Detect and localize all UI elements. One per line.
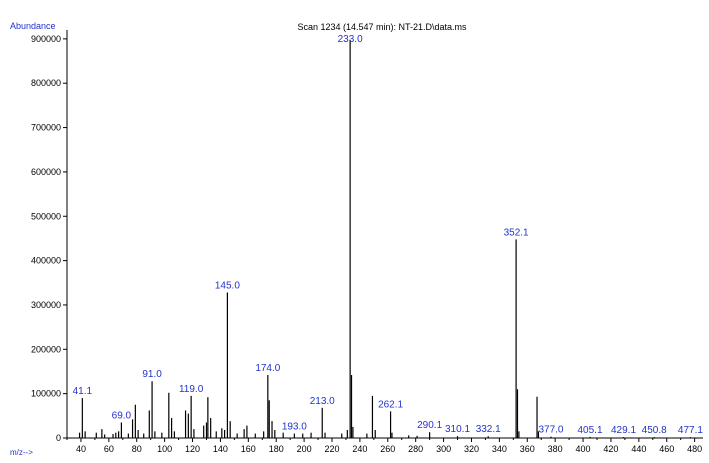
y-ticks: 0 100000 200000 300000 400000 500000 600000 700…: [31, 34, 67, 443]
y-tick-label: 900000: [31, 34, 61, 44]
peak-annotation: 41.1: [73, 386, 93, 397]
x-tick-label: 140: [213, 444, 228, 454]
x-tick-label: 200: [297, 444, 312, 454]
peak-annotation: 193.0: [282, 422, 307, 433]
x-tick-label: 60: [104, 444, 114, 454]
x-tick-label: 320: [464, 444, 479, 454]
peak-annotation: 213.0: [310, 396, 335, 407]
y-tick-label: 100000: [31, 389, 61, 399]
x-tick-label: 340: [492, 444, 507, 454]
peak-annotation: 290.1: [417, 420, 442, 431]
x-tick-label: 160: [241, 444, 256, 454]
peak-annotation: 332.1: [476, 424, 501, 435]
peak-annotation: 377.0: [538, 425, 563, 436]
x-tick-label: 180: [269, 444, 284, 454]
peak-annotation: 477.1: [678, 425, 703, 436]
x-tick-label: 380: [548, 444, 563, 454]
x-tick-label: 420: [603, 444, 618, 454]
x-tick-label: 240: [352, 444, 367, 454]
y-tick-label: 600000: [31, 167, 61, 177]
x-tick-label: 440: [631, 444, 646, 454]
x-ticks: 40 60 80 100 120 140 160 180 200 220 240 260 280 300 3…: [66, 438, 702, 454]
x-tick-label: 460: [659, 444, 674, 454]
x-tick-label: 300: [436, 444, 451, 454]
chart-title: Scan 1234 (14.547 min): NT-21.D\data.ms: [297, 22, 467, 32]
peak-annotation: 174.0: [255, 363, 280, 374]
x-tick-label: 400: [576, 444, 591, 454]
peak-annotation: 450.8: [642, 425, 667, 436]
peak-annotation: 310.1: [445, 424, 470, 435]
y-axis-title: Abundance: [10, 21, 56, 31]
y-tick-label: 200000: [31, 344, 61, 354]
y-tick-label: 700000: [31, 123, 61, 133]
y-tick-label: 400000: [31, 256, 61, 266]
peak-annotation: 69.0: [112, 410, 132, 421]
x-tick-label: 480: [687, 444, 702, 454]
peak-annotation: 405.1: [578, 425, 603, 436]
peak-annotation: 429.1: [611, 425, 636, 436]
peak-annotation: 145.0: [215, 281, 240, 292]
peak-bars: [78, 39, 692, 438]
x-tick-label: 40: [76, 444, 86, 454]
x-tick-label: 80: [132, 444, 142, 454]
x-axis-title: m/z-->: [10, 448, 33, 457]
x-tick-label: 120: [185, 444, 200, 454]
y-tick-label: 0: [56, 433, 61, 443]
peak-annotation: 119.0: [179, 384, 204, 395]
y-tick-label: 800000: [31, 78, 61, 88]
x-tick-label: 260: [380, 444, 395, 454]
x-tick-label: 360: [520, 444, 535, 454]
peak-annotation: 352.1: [504, 227, 529, 238]
x-tick-label: 100: [157, 444, 172, 454]
x-tick-label: 280: [408, 444, 423, 454]
y-tick-label: 300000: [31, 300, 61, 310]
peak-annotation: 262.1: [378, 399, 403, 410]
peak-annotations: 41.1 69.0 91.0 119.0 145.0 174.0 193.0 213.0 233…: [73, 34, 704, 436]
x-tick-label: 220: [324, 444, 339, 454]
y-tick-label: 500000: [31, 211, 61, 221]
peak-annotation: 91.0: [142, 369, 162, 380]
peak-annotation: 233.0: [338, 34, 363, 45]
